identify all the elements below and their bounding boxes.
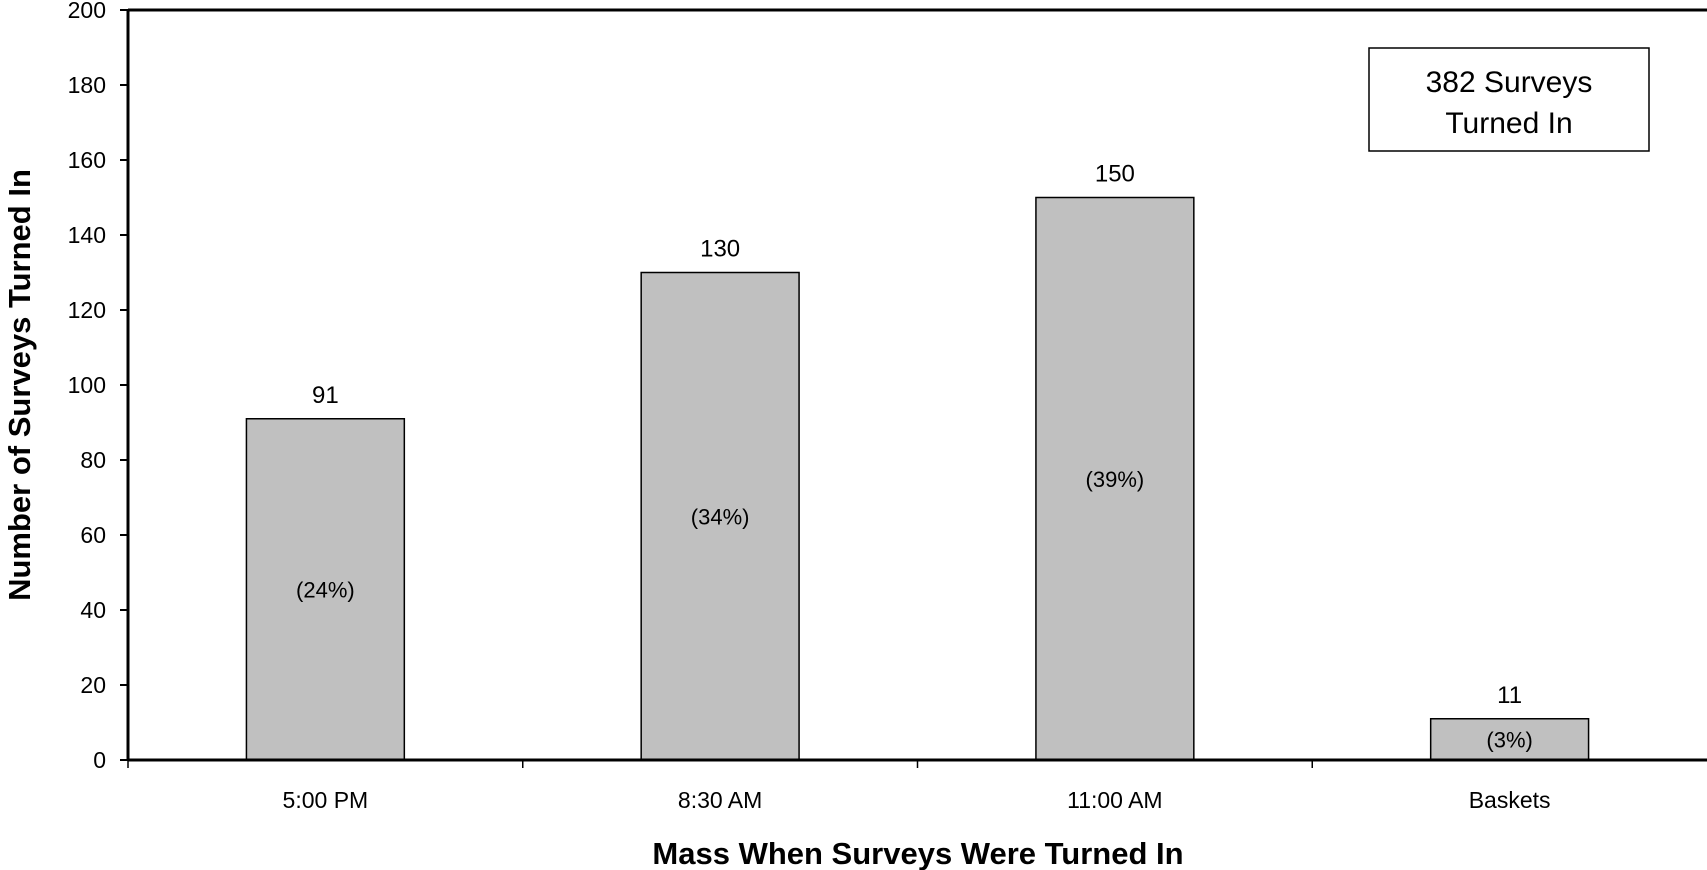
bar bbox=[245, 418, 406, 761]
x-axis-title: Mass When Surveys Were Turned In bbox=[652, 836, 1183, 870]
bar-value-label: 130 bbox=[700, 236, 740, 263]
bar-percent-label: (34%) bbox=[691, 504, 750, 529]
bar-value-label: 91 bbox=[312, 382, 339, 409]
y-tick-label: 200 bbox=[68, 0, 106, 23]
bar-percent-label: (39%) bbox=[1086, 467, 1145, 492]
annotation-line-2: Turned In bbox=[1445, 107, 1572, 140]
y-tick-label: 60 bbox=[80, 522, 106, 548]
bar bbox=[1035, 196, 1195, 761]
annotation-frame bbox=[1368, 47, 1650, 152]
annotation-box: 382 Surveys Turned In bbox=[1368, 47, 1650, 152]
y-tick-label: 0 bbox=[93, 747, 106, 773]
y-tick-label: 20 bbox=[80, 672, 106, 698]
y-tick-label: 140 bbox=[68, 222, 106, 248]
y-tick-label: 80 bbox=[80, 447, 106, 473]
y-axis-ticks: 0 20 40 60 80 100 120 140 160 180 200 bbox=[68, 0, 128, 773]
x-category-label: 5:00 PM bbox=[283, 787, 369, 813]
annotation-line-1: 382 Surveys bbox=[1426, 66, 1593, 99]
y-tick-label: 160 bbox=[68, 147, 106, 173]
bar-percent-label: (24%) bbox=[296, 577, 355, 602]
x-axis-ticks: 5:00 PM 8:30 AM 11:00 AM Baskets bbox=[127, 760, 1551, 813]
y-tick-label: 180 bbox=[68, 72, 106, 98]
y-tick-label: 100 bbox=[68, 372, 106, 398]
bar-value-label: 150 bbox=[1095, 161, 1135, 188]
bar-value-label: 11 bbox=[1497, 682, 1522, 709]
bar bbox=[1429, 718, 1590, 761]
x-category-label: Baskets bbox=[1469, 787, 1551, 813]
x-category-label: 11:00 AM bbox=[1067, 787, 1162, 813]
bar bbox=[640, 271, 800, 761]
y-axis-title: Number of Surveys Turned In bbox=[2, 169, 37, 601]
bars: 91 (24%) 130 (34%) 150 (39%) 11 (3%) bbox=[245, 161, 1590, 761]
y-tick-label: 120 bbox=[68, 297, 106, 323]
y-tick-label: 40 bbox=[80, 597, 106, 623]
bar-percent-label: (3%) bbox=[1486, 727, 1532, 752]
x-category-label: 8:30 AM bbox=[678, 787, 762, 813]
